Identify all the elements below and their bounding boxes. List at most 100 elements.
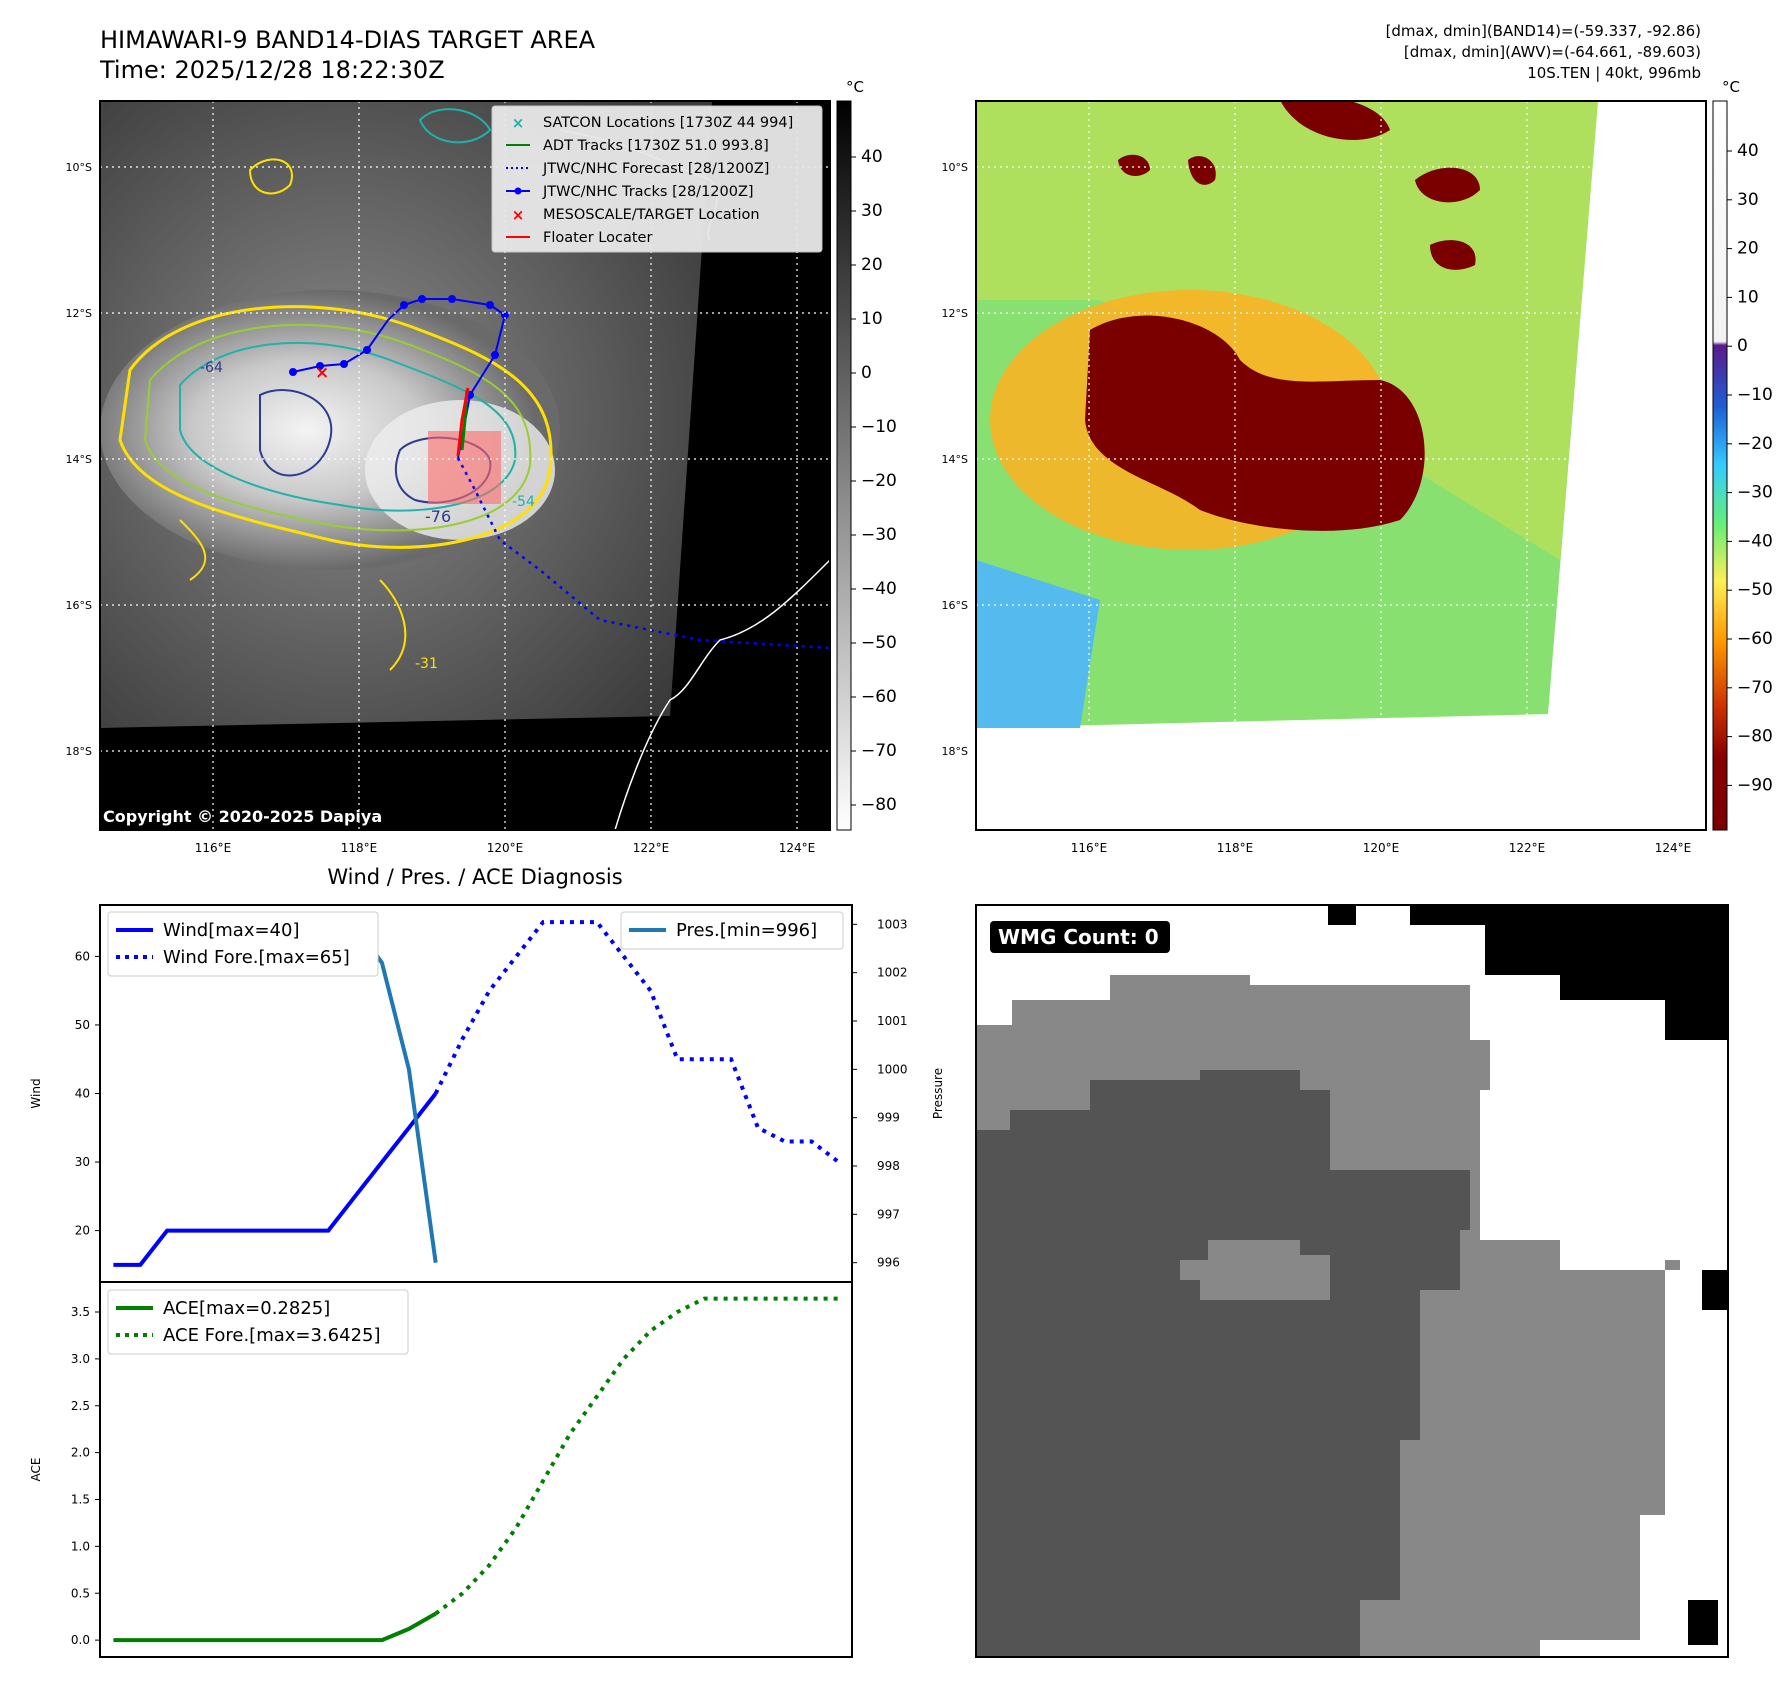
colorbar-tick-label: 10: [861, 309, 883, 329]
series-line: [434, 1296, 839, 1616]
legend-label: JTWC/NHC Forecast [28/1200Z]: [542, 161, 769, 177]
wind-pres-chart: 20 30 40 50 60 Wind 996 997 998 999 1000 1001 1002 10…: [29, 904, 945, 1283]
y-tick-label: 0.0: [71, 1633, 90, 1647]
chart-legend: [107, 1289, 409, 1355]
colorbar-tick-label: 0: [861, 363, 872, 383]
colorbar-tick-label: −90: [1737, 775, 1773, 795]
colorbar-tick-label: −60: [1737, 629, 1773, 649]
gray-colorbar: [836, 100, 852, 831]
y-right-tick-label: 1000: [877, 1062, 908, 1076]
y-axis-label: ACE: [29, 1458, 43, 1482]
lat-tick-label: 16°S: [66, 599, 92, 612]
floater-track: [456, 387, 470, 457]
colorbar-tick-label: −50: [861, 633, 897, 653]
gray-colorbar-unit: °C: [846, 78, 864, 96]
lat-tick-label: 12°S: [66, 307, 92, 320]
colorbar-tick-label: 30: [1737, 190, 1759, 210]
legend-label: Floater Locater: [543, 230, 652, 246]
chart-legend-label: Pres.[min=996]: [676, 920, 817, 941]
contour-label-3: -54: [512, 494, 535, 510]
y-tick-label: 60: [75, 949, 90, 963]
chart-legend-label: ACE[max=0.2825]: [163, 1298, 330, 1319]
wmg-panel: [975, 904, 1729, 1658]
chart-legend-label: Wind Fore.[max=65]: [163, 947, 350, 968]
figure-title: HIMAWARI-9 BAND14-DIAS TARGET AREA: [100, 26, 596, 54]
y-right-axis-label: Pressure: [931, 1068, 945, 1119]
color-colorbar: [1712, 100, 1728, 831]
lat-tick-label: 12°S: [942, 307, 968, 320]
series-line: [113, 1611, 437, 1643]
y-tick-label: 2.0: [71, 1446, 90, 1460]
colorbar-tick-label: −40: [861, 579, 897, 599]
y-right-tick-label: 1003: [877, 917, 908, 931]
colorbar-tick-label: 40: [1737, 141, 1759, 161]
map-legend: × SATCON Locations [1730Z 44 994] ADT Trac…: [491, 105, 823, 253]
colorbar-tick-label: 0: [1737, 336, 1748, 356]
y-axis-label: Wind: [29, 1078, 43, 1108]
color-colorbar-unit: °C: [1722, 78, 1740, 96]
colorbar-tick-label: 30: [861, 201, 883, 221]
series-line: [113, 1092, 438, 1267]
chart-legend-label: ACE Fore.[max=3.6425]: [163, 1325, 381, 1346]
lat-tick-label: 10°S: [942, 161, 968, 174]
colorbar-tick-label: −20: [1737, 434, 1773, 454]
colorbar-tick-label: −30: [861, 525, 897, 545]
wmg-badge: [990, 921, 1170, 953]
y-tick-label: 0.5: [71, 1586, 90, 1600]
lat-tick-label: 18°S: [942, 745, 968, 758]
colorbar-tick-label: −60: [861, 687, 897, 707]
target-box: [428, 431, 501, 504]
colorbar-tick-label: −80: [861, 795, 897, 815]
colorbar-tick-label: −70: [1737, 678, 1773, 698]
colorbar-tick-label: 20: [1737, 239, 1759, 259]
lat-tick-label: 10°S: [66, 161, 92, 174]
legend-label: SATCON Locations [1730Z 44 994]: [543, 115, 793, 131]
chart-legend: [620, 911, 844, 950]
y-right-tick-label: 1002: [877, 966, 908, 980]
lon-tick-label: 124°E: [779, 841, 816, 855]
colorbar-tick-label: −70: [861, 741, 897, 761]
colorbar-tick-label: −10: [1737, 385, 1773, 405]
plot-frame: [99, 1281, 853, 1658]
lat-tick-label: 16°S: [942, 599, 968, 612]
y-tick-label: 30: [75, 1155, 90, 1169]
lat-tick-label: 14°S: [66, 453, 92, 466]
figure-time: Time: 2025/12/28 18:22:30Z: [100, 56, 445, 84]
color-ir-map-panel: [976, 101, 1706, 830]
lon-tick-label: 120°E: [487, 841, 524, 855]
y-right-tick-label: 996: [877, 1256, 900, 1270]
legend-label: JTWC/NHC Tracks [28/1200Z]: [542, 184, 754, 200]
jtwc-track: [292, 298, 507, 459]
legend-marker: ×: [512, 114, 525, 132]
legend-label: ADT Tracks [1730Z 51.0 993.8]: [543, 138, 769, 154]
stats-line-1: [dmax, dmin](BAND14)=(-59.337, -92.86): [1385, 22, 1701, 40]
chart-legend-label: Wind[max=40]: [163, 920, 300, 941]
lon-tick-label: 116°E: [195, 841, 232, 855]
y-tick-label: 1.5: [71, 1493, 90, 1507]
lon-tick-label: 118°E: [341, 841, 378, 855]
contour-label-4: -31: [415, 656, 438, 672]
lon-tick-label: 122°E: [1509, 841, 1546, 855]
y-tick-label: 50: [75, 1018, 90, 1032]
ace-chart: 0.0 0.5 1.0 1.5 2.0 2.5 3.0 3.5 ACE ACE[max=0.282…: [29, 1281, 853, 1658]
stats-line-2: [dmax, dmin](AWV)=(-64.661, -89.603): [1403, 43, 1701, 61]
wmg-count-label: WMG Count: 0: [998, 925, 1159, 949]
target-marker: ×: [315, 363, 329, 383]
legend-label: MESOSCALE/TARGET Location: [543, 207, 760, 223]
legend-marker: ×: [512, 206, 525, 224]
diagnosis-title: Wind / Pres. / ACE Diagnosis: [327, 865, 622, 889]
coastline: [614, 559, 830, 830]
y-right-tick-label: 999: [877, 1111, 900, 1125]
contour-label-2: -76: [425, 507, 451, 526]
lon-tick-label: 124°E: [1655, 841, 1692, 855]
colorbar-tick-label: 40: [861, 147, 883, 167]
colorbar-tick-label: −50: [1737, 580, 1773, 600]
colorbar-tick-label: −20: [861, 471, 897, 491]
series-line: [433, 920, 840, 1164]
y-right-tick-label: 998: [877, 1159, 900, 1173]
y-tick-label: 1.0: [71, 1539, 90, 1553]
lon-tick-label: 122°E: [633, 841, 670, 855]
y-tick-label: 40: [75, 1087, 90, 1101]
colorbar-tick-label: −80: [1737, 727, 1773, 747]
